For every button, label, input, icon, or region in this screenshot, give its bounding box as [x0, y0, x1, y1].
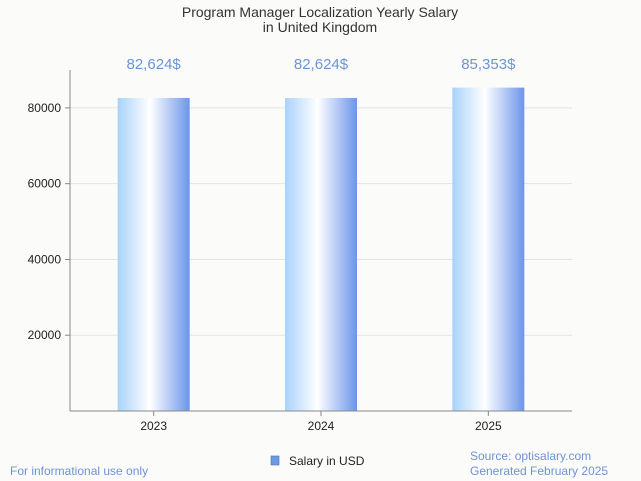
y-tick-label: 20000: [28, 328, 62, 342]
y-tick-label: 40000: [28, 252, 62, 266]
chart-title-line-1: Program Manager Localization Yearly Sala…: [182, 4, 458, 20]
bars: [117, 87, 525, 412]
generated-note: Generated February 2025: [470, 464, 608, 478]
source-note: Source: optisalary.com: [470, 449, 591, 463]
legend: Salary in USD: [270, 454, 365, 468]
data-label-2023: 82,624$: [127, 56, 182, 73]
bar-2025: [452, 87, 525, 411]
x-tick-label-2025: 2025: [475, 419, 502, 433]
data-label-2024: 82,624$: [294, 56, 349, 73]
legend-label: Salary in USD: [289, 454, 365, 468]
bar-2024: [285, 97, 357, 412]
bar-2023: [117, 97, 190, 412]
data-labels: 82,624$ 82,624$ 85,353$: [127, 56, 517, 73]
data-label-2025: 85,353$: [461, 56, 516, 73]
legend-swatch: [270, 455, 280, 466]
chart-title-line-2: in United Kingdom: [263, 19, 377, 35]
info-note: For informational use only: [10, 464, 148, 478]
x-axis: 2023 2024 2025: [70, 410, 572, 433]
x-tick-label-2023: 2023: [140, 419, 167, 433]
x-tick-label-2024: 2024: [308, 419, 335, 433]
y-tick-label: 80000: [28, 101, 62, 115]
y-axis: 20000 40000 60000 80000: [28, 70, 71, 411]
y-tick-label: 60000: [28, 177, 62, 191]
